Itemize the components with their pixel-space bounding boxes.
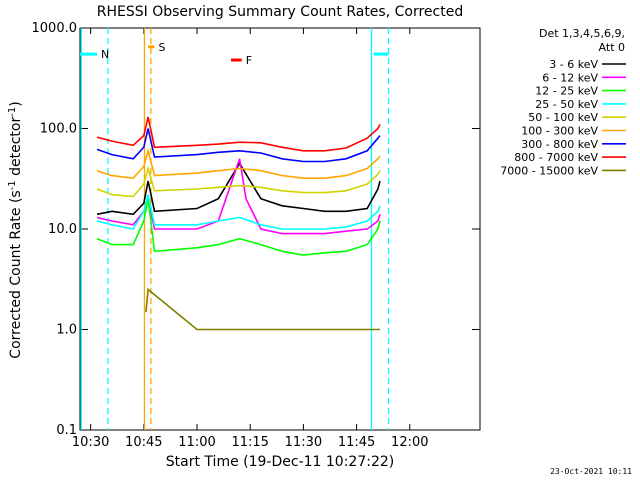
flag-label-2: F <box>246 54 252 67</box>
svg-text:Corrected Count Rate (s-1 dete: Corrected Count Rate (s-1 detector-1) <box>7 101 24 358</box>
x-tick-label-5: 11:45 <box>338 435 375 450</box>
series-line-2 <box>96 198 381 256</box>
legend-label-5: 100 - 300 keV <box>521 125 598 138</box>
legend-header-1: Det 1,3,4,5,6,9, <box>539 27 625 40</box>
series-line-3 <box>96 194 381 230</box>
x-axis-label: Start Time (19-Dec-11 10:27:22) <box>166 454 394 470</box>
legend-header-2: Att 0 <box>599 41 625 54</box>
series-line-1 <box>96 158 381 235</box>
chart-title: RHESSI Observing Summary Count Rates, Co… <box>97 4 463 20</box>
y-tick-label-2: 10.0 <box>48 222 77 237</box>
x-tick-label-4: 11:30 <box>285 435 322 450</box>
axis-ticks: 10:30 10:45 11:00 11:15 11:30 11:45 12:00 1000.… <box>32 21 480 450</box>
y-axis-label-mid: detector <box>8 117 24 181</box>
y-axis-label-sup2: -1 <box>7 107 18 117</box>
y-axis-label-end: ) <box>8 101 24 106</box>
series-line-6 <box>96 128 381 163</box>
y-tick-label-0: 1000.0 <box>32 21 78 36</box>
y-tick-label-1: 100.0 <box>40 122 77 137</box>
series-line-8 <box>145 287 380 331</box>
series-line-0 <box>96 161 381 216</box>
x-tick-label-0: 10:30 <box>72 435 109 450</box>
timestamp: 23-Oct-2021 10:11 <box>550 467 632 476</box>
series-line-5 <box>96 147 381 180</box>
legend-label-8: 7000 - 15000 keV <box>500 164 598 177</box>
legend-label-1: 6 - 12 keV <box>542 71 598 84</box>
x-tick-label-1: 10:45 <box>125 435 162 450</box>
x-tick-label-2: 11:00 <box>178 435 215 450</box>
legend-label-7: 800 - 7000 keV <box>514 151 598 164</box>
y-axis-label: Corrected Count Rate (s-1 detector-1) <box>7 101 24 358</box>
legend-label-3: 25 - 50 keV <box>535 98 598 111</box>
y-axis-label-main: Corrected Count Rate (s <box>8 190 24 358</box>
y-axis-label-sup1: -1 <box>7 180 18 190</box>
x-tick-label-6: 12:00 <box>391 435 428 450</box>
y-tick-label-3: 1.0 <box>56 323 77 338</box>
y-tick-label-4: 0.1 <box>56 423 77 438</box>
time-markers <box>80 28 390 430</box>
flag-label-1: S <box>158 41 165 54</box>
series-line-7 <box>96 116 381 152</box>
series-line-4 <box>96 165 381 198</box>
legend-label-2: 12 - 25 keV <box>535 85 598 98</box>
legend-label-0: 3 - 6 keV <box>549 58 598 71</box>
flag-label-0: N <box>101 48 109 61</box>
legend-label-6: 300 - 800 keV <box>521 138 598 151</box>
flag-bars: N S F <box>80 41 389 67</box>
x-tick-label-3: 11:15 <box>231 435 268 450</box>
series-lines <box>96 116 381 331</box>
legend-label-4: 50 - 100 keV <box>528 111 598 124</box>
